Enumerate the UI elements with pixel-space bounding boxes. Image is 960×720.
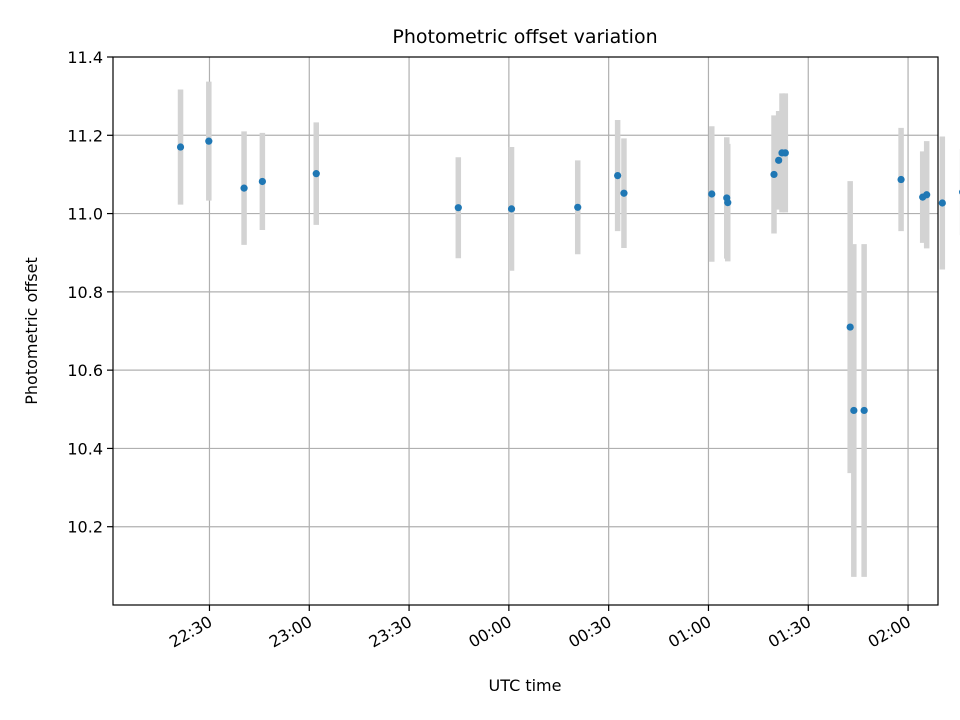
data-point <box>770 170 778 179</box>
data-point <box>240 184 248 192</box>
chart-title: Photometric offset variation <box>392 26 657 48</box>
data-point <box>923 191 931 199</box>
y-tick-label: 11.2 <box>67 126 103 145</box>
data-point <box>775 156 783 164</box>
data-point <box>614 172 622 180</box>
data-point <box>620 189 628 197</box>
data-point <box>850 406 858 415</box>
y-tick-label: 10.4 <box>67 439 103 458</box>
data-point <box>574 203 582 211</box>
data-point <box>507 205 516 213</box>
y-tick-label: 10.8 <box>67 283 103 302</box>
y-tick-label: 11.0 <box>67 205 103 224</box>
grid <box>113 57 938 605</box>
data-point <box>205 137 213 145</box>
data-point <box>938 199 946 207</box>
data-point <box>708 190 716 198</box>
data-point <box>454 204 462 212</box>
data-point <box>897 175 905 184</box>
data-point <box>724 199 732 207</box>
x-axis-label: UTC time <box>489 676 562 695</box>
plot-frame <box>112 56 939 606</box>
data-point <box>258 177 266 186</box>
data-points <box>176 137 960 415</box>
data-point <box>860 406 868 415</box>
data-point <box>846 323 854 331</box>
data-point <box>781 149 789 157</box>
y-axis: 10.2 10.4 10.6 10.8 11.0 11.2 11.4 <box>67 48 113 537</box>
y-tick-label: 10.6 <box>67 361 103 380</box>
y-tick-label: 10.2 <box>67 518 103 537</box>
y-axis-label: Photometric offset <box>22 257 41 405</box>
data-point <box>312 170 320 178</box>
y-tick-label: 11.4 <box>67 48 103 67</box>
data-point <box>176 143 185 151</box>
